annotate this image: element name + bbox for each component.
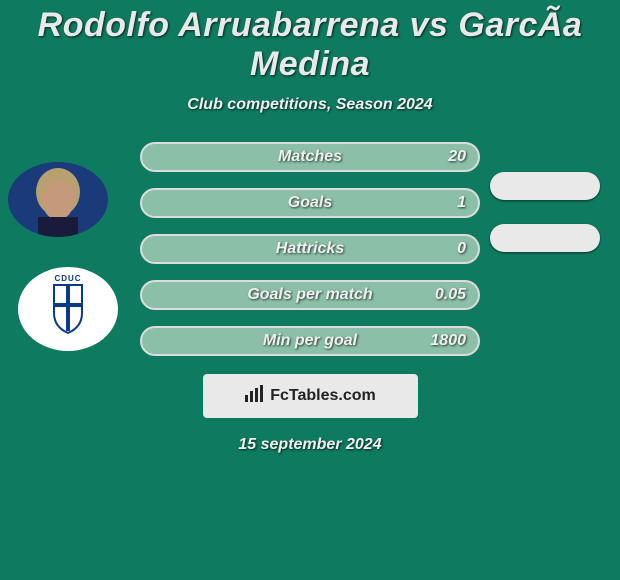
stat-value-player2-pill (490, 224, 600, 252)
footer-date: 15 september 2024 (0, 436, 620, 454)
subtitle: Club competitions, Season 2024 (0, 96, 620, 114)
comparison-card: Rodolfo Arruabarrena vs GarcÃ­a Medina C… (0, 0, 620, 580)
page-title: Rodolfo Arruabarrena vs GarcÃ­a Medina (0, 0, 620, 86)
svg-text:CDUC: CDUC (54, 274, 81, 283)
stat-row: Matches 20 (140, 142, 480, 172)
player1-club-badge: CDUC (18, 267, 118, 352)
stat-label: Min per goal (263, 332, 357, 350)
stat-row: Min per goal 1800 (140, 326, 480, 356)
stat-label: Goals per match (247, 286, 372, 304)
stat-label: Matches (278, 148, 342, 166)
stat-label: Goals (288, 194, 332, 212)
stat-value-player2-pill (490, 172, 600, 200)
stat-value-player1: 0.05 (435, 286, 466, 304)
stat-pill: Goals 1 (140, 188, 480, 218)
stat-pill: Goals per match 0.05 (140, 280, 480, 310)
stat-value-player1: 1800 (430, 332, 466, 350)
brand-footer[interactable]: FcTables.com (203, 374, 418, 418)
stat-label: Hattricks (276, 240, 344, 258)
stats-area: CDUC Matches 20 Goals 1 Hattricks 0 Goals per … (0, 142, 620, 356)
stat-pill: Hattricks 0 (140, 234, 480, 264)
stat-row: Goals per match 0.05 (140, 280, 480, 310)
brand-name: FcTables.com (270, 387, 376, 405)
stat-value-player1: 0 (457, 240, 466, 258)
brand-chart-icon (244, 385, 266, 408)
stat-row: Hattricks 0 (140, 234, 480, 264)
player1-photo (8, 162, 108, 237)
stat-pill: Matches 20 (140, 142, 480, 172)
stat-value-player1: 20 (448, 148, 466, 166)
stat-pill: Min per goal 1800 (140, 326, 480, 356)
stat-row: Goals 1 (140, 188, 480, 218)
stat-value-player1: 1 (457, 194, 466, 212)
